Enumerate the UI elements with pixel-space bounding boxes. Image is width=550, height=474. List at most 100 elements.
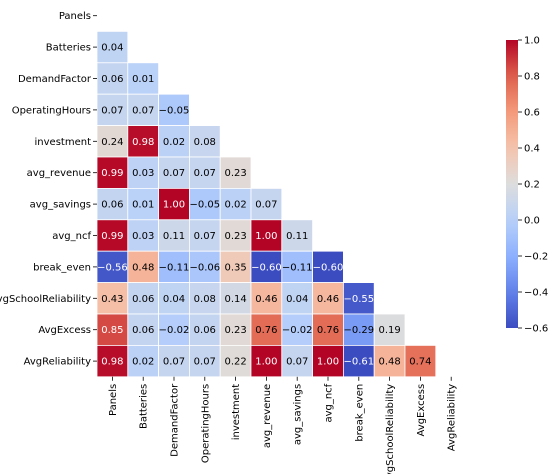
heatmap-cell [127, 313, 160, 346]
cell-value-label: −0.02 [282, 325, 313, 336]
colorbar-gradient [506, 40, 518, 328]
row-label: Batteries [46, 43, 91, 54]
cell-value-label: 0.07 [101, 105, 123, 116]
row-label: AvgReliability [24, 357, 91, 368]
cell-value-label: 0.76 [255, 325, 277, 336]
heatmap-cell [96, 344, 129, 378]
heatmap-cell [219, 187, 252, 221]
cell-value-label: 1.00 [163, 200, 185, 211]
cell-value-label: 0.24 [101, 137, 123, 148]
heatmap-cell [96, 313, 129, 346]
heatmap-cell [127, 187, 160, 221]
cell-value-label: 0.06 [101, 74, 123, 85]
heatmap-cell [158, 93, 190, 126]
cell-value-label: 1.00 [317, 357, 339, 368]
heatmap-cell [127, 156, 160, 189]
cell-value-label: 0.07 [194, 357, 216, 368]
cell-value-label: −0.11 [159, 262, 190, 273]
heatmap-cell [158, 313, 190, 346]
heatmap-cell [219, 313, 252, 346]
cell-value-label: 0.03 [132, 168, 154, 179]
cell-value-label: −0.11 [282, 262, 313, 273]
colorbar-tick-label: −0.4 [524, 288, 548, 299]
cell-value-label: 1.00 [255, 231, 277, 242]
row-label: investment [35, 137, 92, 148]
heatmap-cell [188, 156, 221, 189]
cell-value-label: 0.01 [132, 200, 154, 211]
cell-value-label: 0.22 [224, 357, 246, 368]
column-label: Panels [108, 384, 119, 416]
column-label: DemandFactor [170, 383, 181, 457]
row-label: AvgSchoolReliability [0, 294, 91, 305]
cell-value-label: −0.55 [343, 294, 374, 305]
column-label: avg_ncf [324, 383, 335, 422]
row-label: Panels [59, 11, 91, 22]
cell-value-label: 0.48 [378, 357, 400, 368]
cell-value-label: 0.07 [194, 231, 216, 242]
heatmap-cell [188, 282, 221, 315]
cell-value-label: 0.02 [163, 137, 185, 148]
cell-value-label: 0.06 [132, 294, 154, 305]
heatmap-cell [250, 187, 283, 221]
cell-value-label: 0.04 [101, 43, 123, 54]
heatmap-cell [127, 125, 160, 158]
cell-value-label: 0.11 [163, 231, 185, 242]
cell-value-label: 0.35 [224, 262, 246, 273]
cell-value-label: 0.07 [194, 168, 216, 179]
colorbar-tick-label: −0.2 [524, 252, 548, 263]
cell-value-label: 0.99 [101, 168, 123, 179]
cell-value-label: 0.02 [132, 357, 154, 368]
row-label: DemandFactor [18, 74, 92, 85]
column-label: OperatingHours [200, 384, 211, 463]
cell-value-label: −0.60 [313, 262, 344, 273]
cell-value-label: 0.06 [101, 200, 123, 211]
cell-value-label: 0.48 [132, 262, 154, 273]
heatmap-cell [127, 219, 160, 252]
heatmap-cell [250, 282, 283, 315]
cell-value-label: −0.06 [189, 262, 220, 273]
heatmap-cell [250, 344, 283, 378]
heatmap-cell [281, 219, 313, 252]
cell-value-label: 0.06 [132, 325, 154, 336]
cell-value-label: −0.05 [159, 105, 190, 116]
colorbar-tick-label: 0.2 [524, 180, 540, 191]
row-label: avg_revenue [27, 168, 91, 179]
cell-value-label: 0.98 [101, 357, 123, 368]
colorbar-tick-label: 0.4 [524, 144, 540, 155]
cell-value-label: 0.85 [101, 325, 123, 336]
heatmap-cell [312, 313, 344, 346]
cell-value-label: 0.23 [224, 231, 246, 242]
cell-value-label: 0.04 [286, 294, 308, 305]
row-label: avg_savings [30, 200, 91, 211]
cell-value-label: −0.61 [343, 357, 374, 368]
cell-value-label: 0.46 [317, 294, 339, 305]
row-labels: Panels Batteries DemandFactor OperatingHour… [0, 11, 97, 368]
column-label: AvgSchoolReliability [385, 384, 396, 474]
heatmap-cell [188, 187, 221, 221]
column-label: break_even [354, 384, 365, 442]
cell-value-label: 0.43 [101, 294, 123, 305]
cell-value-label: 0.74 [409, 357, 431, 368]
heatmap-cell [342, 282, 375, 315]
cell-value-label: 0.08 [194, 137, 216, 148]
cell-value-label: 1.00 [255, 357, 277, 368]
colorbar-tick-label: 0.6 [524, 108, 540, 119]
heatmap-cell [96, 250, 129, 283]
heatmap-cell [158, 187, 190, 221]
cell-value-label: 0.76 [317, 325, 339, 336]
colorbar-tick-label: −0.6 [524, 324, 548, 335]
cell-value-label: 0.07 [286, 357, 308, 368]
cell-value-label: −0.60 [251, 262, 282, 273]
column-labels: Panels Batteries DemandFactor OperatingHour… [108, 376, 458, 474]
cell-value-label: 0.19 [378, 325, 400, 336]
cell-value-label: 0.02 [224, 200, 246, 211]
cell-value-label: 0.98 [132, 137, 154, 148]
cell-value-label: −0.56 [97, 262, 128, 273]
heatmap-cell [373, 313, 406, 346]
cell-value-label: 0.01 [132, 74, 154, 85]
heatmap-cell [96, 219, 129, 252]
cell-value-label: 0.07 [163, 357, 185, 368]
row-label: AvgExcess [38, 325, 91, 336]
cell-value-label: 0.07 [255, 200, 277, 211]
